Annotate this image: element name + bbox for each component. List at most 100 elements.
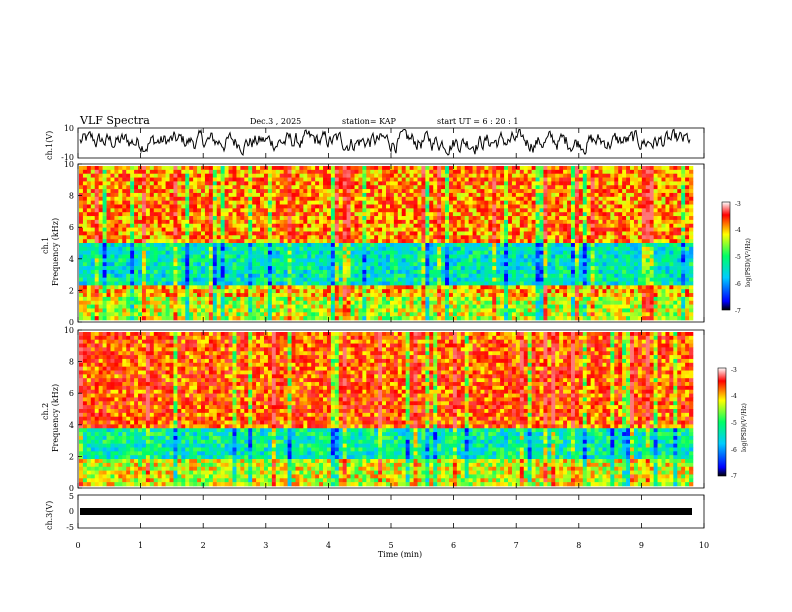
spectrogram-cell [315, 228, 319, 232]
spectrogram-cell [500, 216, 504, 220]
spectrogram-cell [331, 270, 335, 274]
spectrogram-cell [221, 255, 225, 259]
spectrogram-cell [185, 212, 189, 216]
spectrogram-cell [280, 185, 284, 189]
spectrogram-cell [366, 247, 370, 251]
spectrogram-cell [299, 282, 303, 286]
spectrogram-cell [114, 293, 118, 297]
spectrogram-cell [240, 285, 244, 289]
spectrogram-cell [473, 308, 477, 312]
spectrogram-cell [461, 231, 465, 235]
spectrogram-cell [146, 262, 150, 266]
spectrogram-cell [520, 255, 524, 259]
spectrogram-cell [524, 235, 528, 239]
spectrogram-cell [402, 274, 406, 278]
spectrogram-cell [295, 258, 299, 262]
spectrogram-cell [130, 216, 134, 220]
spectrogram-cell [260, 170, 264, 174]
spectrogram-cell [225, 247, 229, 251]
spectrogram-cell [520, 197, 524, 201]
spectrogram-cell [492, 228, 496, 232]
spectrogram-cell [551, 289, 555, 293]
spectrogram-cell [563, 228, 567, 232]
spectrogram-cell [520, 278, 524, 282]
spectrogram-cell [197, 251, 201, 255]
spectrogram-cell [319, 166, 323, 170]
spectrogram-cell [217, 189, 221, 193]
spectrogram-cell [173, 239, 177, 243]
spectrogram-cell [177, 262, 181, 266]
spectrogram-cell [181, 312, 185, 316]
spectrogram-cell [465, 312, 469, 316]
spectrogram-cell [114, 262, 118, 266]
spectrogram-cell [233, 262, 237, 266]
spectrogram-cell [303, 220, 307, 224]
spectrogram-cell [555, 185, 559, 189]
spectrogram-cell [532, 174, 536, 178]
spectrogram-cell [217, 282, 221, 286]
spectrogram-cell [469, 239, 473, 243]
spectrogram-cell [130, 274, 134, 278]
spectrogram-cell [307, 301, 311, 305]
spectrogram-cell [480, 243, 484, 247]
spectrogram-cell [457, 231, 461, 235]
spectrogram-cell [414, 181, 418, 185]
spectrogram-cell [114, 174, 118, 178]
spectrogram-cell [114, 208, 118, 212]
spectrogram-cell [95, 308, 99, 312]
spectrogram-cell [335, 174, 339, 178]
spectrogram-cell [473, 170, 477, 174]
spectrogram-cell [410, 174, 414, 178]
spectrogram-cell [477, 181, 481, 185]
spectrogram-cell [492, 189, 496, 193]
spectrogram-cell [414, 243, 418, 247]
spectrogram-cell [477, 231, 481, 235]
spectrogram-cell [256, 185, 260, 189]
spectrogram-cell [268, 262, 272, 266]
spectrogram-cell [488, 189, 492, 193]
spectrogram-cell [323, 174, 327, 178]
spectrogram-cell [315, 231, 319, 235]
spectrogram-cell [433, 278, 437, 282]
spectrogram-cell [347, 170, 351, 174]
spectrogram-cell [327, 255, 331, 259]
spectrogram-cell [425, 178, 429, 182]
spectrogram-cell [221, 293, 225, 297]
spectrogram-cell [327, 266, 331, 270]
spectrogram-cell [441, 216, 445, 220]
spectrogram-cell [150, 220, 154, 224]
spectrogram-cell [543, 316, 547, 320]
spectrogram-cell [284, 220, 288, 224]
spectrogram-cell [142, 266, 146, 270]
spectrogram-cell [260, 205, 264, 209]
spectrogram-cell [441, 293, 445, 297]
spectrogram-cell [488, 197, 492, 201]
spectrogram-cell [311, 266, 315, 270]
spectrogram-cell [390, 212, 394, 216]
spectrogram-cell [83, 282, 87, 286]
spectrogram-cell [130, 243, 134, 247]
spectrogram-cell [99, 297, 103, 301]
spectrogram-cell [362, 170, 366, 174]
spectrogram-cell [189, 293, 193, 297]
spectrogram-cell [453, 193, 457, 197]
spectrogram-cell [229, 231, 233, 235]
spectrogram-cell [319, 220, 323, 224]
spectrogram-cell [284, 312, 288, 316]
spectrogram-cell [154, 166, 158, 170]
spectrogram-cell [138, 166, 142, 170]
spectrogram-cell [197, 289, 201, 293]
spectrogram-cell [268, 185, 272, 189]
spectrogram-cell [406, 235, 410, 239]
spectrogram-cell [225, 262, 229, 266]
spectrogram-cell [343, 224, 347, 228]
spectrogram-cell [236, 201, 240, 205]
spectrogram-cell [276, 297, 280, 301]
spectrogram-cell [272, 216, 276, 220]
spectrogram-cell [323, 312, 327, 316]
spectrogram-cell [264, 178, 268, 182]
spectrogram-cell [516, 312, 520, 316]
spectrogram-cell [284, 174, 288, 178]
spectrogram-cell [532, 305, 536, 309]
spectrogram-cell [173, 274, 177, 278]
